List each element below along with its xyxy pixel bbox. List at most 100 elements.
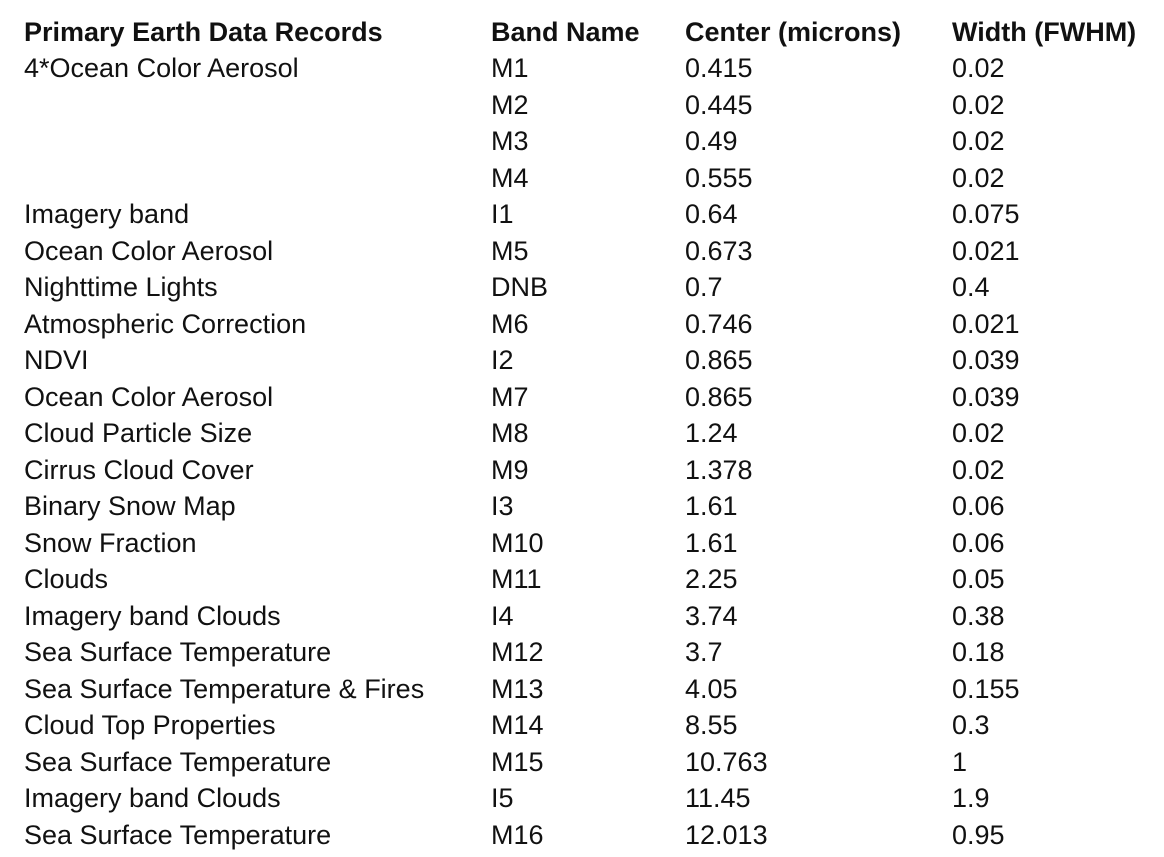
table-row: Imagery band I1 0.64 0.075 [24, 196, 1162, 233]
center-cell: 0.64 [685, 199, 738, 230]
center-cell: 0.7 [685, 272, 723, 303]
center-cell: 3.74 [685, 600, 738, 631]
width-cell: 0.02 [952, 126, 1005, 157]
width-cell: 0.02 [952, 418, 1005, 449]
center-cell: 3.7 [685, 637, 723, 668]
band-name-cell: I3 [491, 491, 514, 522]
band-name-cell: M3 [491, 126, 529, 157]
band-name-cell: M10 [491, 527, 544, 558]
table-row: Cloud Top Properties M14 8.55 0.3 [24, 707, 1162, 744]
width-cell: 0.18 [952, 637, 1005, 668]
table-row: Ocean Color Aerosol M5 0.673 0.021 [24, 233, 1162, 270]
width-cell: 0.4 [952, 272, 990, 303]
band-table: Primary Earth Data Records Band Name Cen… [24, 13, 1162, 853]
edr-cell: Sea Surface Temperature [24, 819, 332, 850]
center-cell: 8.55 [685, 710, 738, 741]
center-cell: 4.05 [685, 673, 738, 704]
edr-cell: Atmospheric Correction [24, 308, 307, 339]
table-row: Sea Surface Temperature M15 10.763 1 [24, 744, 1162, 781]
width-cell: 0.155 [952, 673, 1020, 704]
center-cell: 10.763 [685, 746, 768, 777]
band-name-cell: DNB [491, 272, 549, 303]
width-cell: 0.3 [952, 710, 990, 741]
band-name-cell: M15 [491, 746, 544, 777]
center-cell: 0.49 [685, 126, 738, 157]
table-row: M2 0.445 0.02 [24, 87, 1162, 124]
width-cell: 0.075 [952, 199, 1020, 230]
edr-cell: Clouds [24, 564, 109, 595]
width-cell: 0.02 [952, 454, 1005, 485]
center-cell: 2.25 [685, 564, 738, 595]
width-cell: 0.38 [952, 600, 1005, 631]
edr-cell: Cirrus Cloud Cover [24, 454, 254, 485]
width-cell: 0.039 [952, 381, 1020, 412]
table-body: 4*Ocean Color Aerosol M1 0.415 0.02 M2 0.445 0… [24, 50, 1162, 853]
table-row: M3 0.49 0.02 [24, 123, 1162, 160]
table-row: Nighttime Lights DNB 0.7 0.4 [24, 269, 1162, 306]
band-name-cell: M9 [491, 454, 529, 485]
width-cell: 0.021 [952, 235, 1020, 266]
header-width-fwhm: Width (FWHM) [952, 16, 1137, 47]
table-row: Clouds M11 2.25 0.05 [24, 561, 1162, 598]
band-name-cell: M13 [491, 673, 544, 704]
center-cell: 0.445 [685, 89, 753, 120]
table-row: Ocean Color Aerosol M7 0.865 0.039 [24, 379, 1162, 416]
edr-cell: Imagery band Clouds [24, 783, 281, 814]
header-band-name: Band Name [491, 16, 640, 47]
table-row: Sea Surface Temperature M12 3.7 0.18 [24, 634, 1162, 671]
band-name-cell: M7 [491, 381, 529, 412]
table-row: Atmospheric Correction M6 0.746 0.021 [24, 306, 1162, 343]
edr-cell: Snow Fraction [24, 527, 197, 558]
band-name-cell: M5 [491, 235, 529, 266]
table-row: M4 0.555 0.02 [24, 160, 1162, 197]
width-cell: 1 [952, 746, 968, 777]
band-name-cell: I2 [491, 345, 514, 376]
center-cell: 0.555 [685, 162, 753, 193]
edr-cell: Nighttime Lights [24, 272, 218, 303]
edr-cell: Sea Surface Temperature & Fires [24, 673, 425, 704]
width-cell: 0.06 [952, 491, 1005, 522]
header-primary-edr: Primary Earth Data Records [24, 16, 383, 47]
center-cell: 0.673 [685, 235, 753, 266]
edr-cell: Sea Surface Temperature [24, 746, 332, 777]
band-name-cell: M6 [491, 308, 529, 339]
band-name-cell: M1 [491, 53, 529, 84]
table-row: Sea Surface Temperature M16 12.013 0.95 [24, 817, 1162, 854]
width-cell: 0.05 [952, 564, 1005, 595]
edr-cell: Binary Snow Map [24, 491, 236, 522]
band-name-cell: I4 [491, 600, 514, 631]
center-cell: 1.378 [685, 454, 753, 485]
table-row: Snow Fraction M10 1.61 0.06 [24, 525, 1162, 562]
band-name-cell: M4 [491, 162, 529, 193]
band-name-cell: I1 [491, 199, 514, 230]
width-cell: 0.06 [952, 527, 1005, 558]
band-name-cell: M14 [491, 710, 544, 741]
table-row: Imagery band Clouds I5 11.45 1.9 [24, 780, 1162, 817]
table-row: Sea Surface Temperature & Fires M13 4.05 0.… [24, 671, 1162, 708]
band-name-cell: I5 [491, 783, 514, 814]
center-cell: 0.865 [685, 381, 753, 412]
center-cell: 12.013 [685, 819, 768, 850]
edr-cell: NDVI [24, 345, 89, 376]
width-cell: 0.02 [952, 89, 1005, 120]
edr-cell: Ocean Color Aerosol [24, 235, 274, 266]
width-cell: 0.02 [952, 53, 1005, 84]
header-center-microns: Center (microns) [685, 16, 902, 47]
center-cell: 1.24 [685, 418, 738, 449]
table-row: NDVI I2 0.865 0.039 [24, 342, 1162, 379]
table-row: Imagery band Clouds I4 3.74 0.38 [24, 598, 1162, 635]
table-row: 4*Ocean Color Aerosol M1 0.415 0.02 [24, 50, 1162, 87]
center-cell: 0.746 [685, 308, 753, 339]
band-name-cell: M2 [491, 89, 529, 120]
center-cell: 1.61 [685, 527, 738, 558]
center-cell: 1.61 [685, 491, 738, 522]
edr-cell: 4*Ocean Color Aerosol [24, 53, 299, 84]
band-name-cell: M12 [491, 637, 544, 668]
center-cell: 0.415 [685, 53, 753, 84]
table-header-row: Primary Earth Data Records Band Name Cen… [24, 13, 1162, 50]
table-row: Cirrus Cloud Cover M9 1.378 0.02 [24, 452, 1162, 489]
band-name-cell: M8 [491, 418, 529, 449]
band-name-cell: M11 [491, 564, 542, 595]
edr-cell: Sea Surface Temperature [24, 637, 332, 668]
table-row: Binary Snow Map I3 1.61 0.06 [24, 488, 1162, 525]
